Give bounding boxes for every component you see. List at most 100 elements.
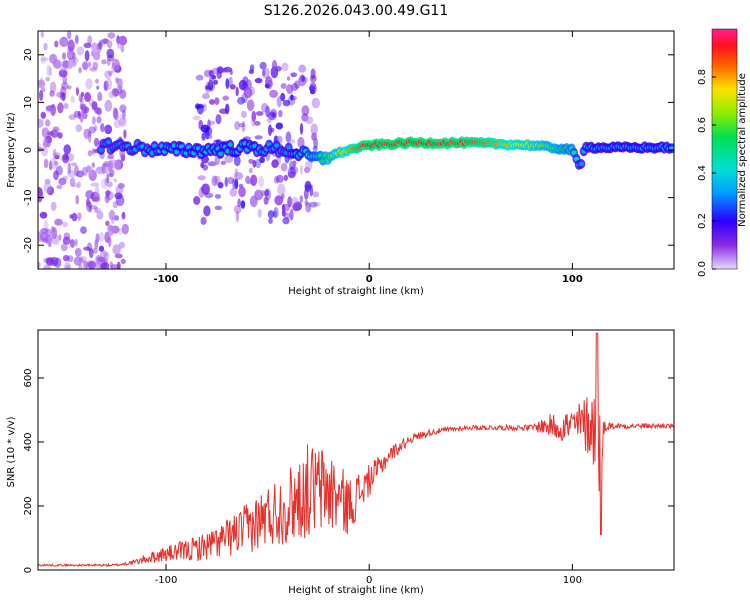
heatmap-cell: [197, 103, 204, 115]
heatmap-cell: [80, 226, 87, 235]
heatmap-cell: [60, 243, 68, 252]
heatmap-cell: [208, 69, 214, 77]
heatmap-cell: [63, 232, 71, 241]
heatmap-cell: [254, 135, 263, 140]
heatmap-cell: [268, 217, 273, 224]
heatmap-cell: [71, 212, 78, 222]
heatmap-cell: [45, 119, 51, 127]
heatmap-cell: [290, 94, 294, 101]
heatmap-cell: [83, 128, 90, 140]
heatmap-cell: [104, 124, 113, 135]
heatmap-cell: [669, 146, 674, 151]
heatmap-cell: [215, 114, 222, 125]
heatmap-cell: [83, 246, 91, 251]
heatmap-cell: [225, 78, 230, 90]
heatmap-cell: [290, 95, 298, 101]
colorbar-tick-label: 0.6: [697, 117, 708, 133]
heatmap-cell: [97, 42, 103, 50]
heatmap-cell: [119, 117, 127, 127]
x-tick-label: 0: [366, 274, 373, 285]
heatmap-cell: [271, 112, 276, 118]
heatmap-cell: [54, 218, 63, 226]
heatmap-cell: [52, 59, 62, 69]
heatmap-cell: [53, 170, 59, 181]
heatmap-cell: [205, 85, 209, 90]
heatmap-cell: [287, 76, 290, 81]
heatmap-cell: [108, 70, 113, 76]
heatmap-cell: [67, 170, 76, 178]
heatmap-cell: [57, 132, 63, 139]
heatmap-cell: [291, 83, 299, 91]
y-tick-label: 400: [23, 432, 34, 451]
heatmap-cell: [96, 116, 102, 124]
heatmap-cell: [111, 216, 115, 225]
heatmap-cell: [195, 74, 204, 81]
heatmap-cell: [230, 84, 236, 90]
heatmap-cell: [104, 70, 112, 79]
spectrogram-y-ticks: -20 -10 0 10 20: [23, 48, 674, 253]
heatmap-cell: [280, 83, 287, 89]
heatmap-cell: [61, 52, 67, 60]
heatmap-cell: [271, 59, 278, 72]
colorbar-ticks: 0.0 0.2 0.4 0.6 0.8: [697, 69, 716, 277]
heatmap-cell: [58, 69, 68, 78]
heatmap-cell: [106, 48, 115, 59]
heatmap-cell: [214, 97, 220, 105]
snr-x-ticks: -100 0 100: [155, 330, 582, 586]
snr-frame: [37, 329, 675, 571]
heatmap-cell: [235, 86, 239, 97]
heatmap-cell: [207, 161, 217, 167]
x-tick-label: 100: [563, 575, 582, 586]
heatmap-cell: [44, 178, 51, 185]
heatmap-cell: [248, 158, 254, 164]
x-tick-label: 0: [366, 575, 372, 586]
heatmap-cell: [93, 137, 100, 147]
heatmap-cell: [113, 112, 118, 119]
heatmap-cell: [41, 87, 46, 93]
heatmap-cell: [90, 182, 100, 187]
heatmap-cell: [87, 35, 93, 45]
heatmap-cell: [253, 120, 261, 126]
heatmap-cell: [233, 205, 242, 214]
heatmap-cell: [104, 251, 109, 261]
figure-title: S126.2026.043.00.49.G11: [264, 3, 449, 19]
heatmap-cell: [40, 55, 46, 65]
heatmap-cell: [305, 116, 314, 125]
heatmap-cell: [287, 166, 296, 178]
heatmap-cell: [290, 139, 296, 144]
heatmap-cell: [312, 191, 319, 198]
heatmap-cell: [305, 202, 312, 213]
y-tick-label: 600: [23, 368, 34, 387]
heatmap-cell: [98, 245, 104, 252]
heatmap-cell: [84, 50, 90, 62]
heatmap-cell: [70, 95, 75, 104]
heatmap-cell: [67, 255, 74, 263]
heatmap-cell: [245, 175, 251, 184]
heatmap-cell: [289, 208, 294, 221]
x-tick-label: 100: [562, 274, 583, 285]
heatmap-cell: [200, 216, 207, 225]
heatmap-cell: [114, 192, 123, 200]
heatmap-cell: [97, 256, 106, 262]
heatmap-cell: [262, 69, 266, 77]
heatmap-cell: [237, 198, 241, 208]
heatmap-cell: [76, 46, 84, 56]
heatmap-cell: [240, 200, 246, 209]
heatmap-cell: [78, 263, 83, 269]
heatmap-cell: [299, 195, 304, 204]
heatmap-cell: [75, 194, 79, 205]
heatmap-cell: [110, 264, 120, 269]
heatmap-cell: [251, 110, 257, 122]
heatmap-cell: [254, 77, 263, 84]
heatmap-cell: [292, 160, 297, 167]
heatmap-cell: [76, 170, 84, 178]
heatmap-cell: [91, 50, 95, 57]
heatmap-cell: [217, 182, 224, 189]
heatmap-cell: [108, 236, 112, 248]
heatmap-cell: [292, 203, 300, 212]
heatmap-cell: [94, 124, 98, 132]
heatmap-cell: [207, 79, 216, 92]
heatmap-cell: [40, 228, 49, 234]
heatmap-cell: [120, 44, 125, 53]
